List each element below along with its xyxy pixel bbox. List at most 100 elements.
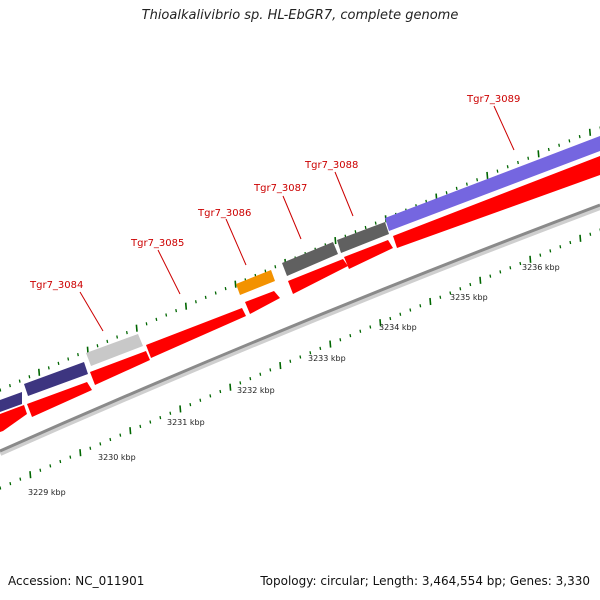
tick-mark [125, 330, 128, 335]
tick-mark [234, 280, 237, 288]
tick-mark [59, 459, 62, 464]
tick-mark [579, 234, 582, 242]
gene-label-leader [157, 249, 181, 295]
tick-mark [184, 302, 188, 310]
upper-tick-marks [0, 126, 600, 392]
scale-labels: 3229 kbp 3230 kbp 3231 kbp 3232 kbp 3233… [28, 263, 560, 497]
tick-mark [537, 150, 540, 158]
tick-mark [549, 249, 552, 253]
tick-mark [28, 375, 31, 379]
tick-mark [319, 346, 322, 351]
tick-mark [109, 437, 112, 442]
lower-tick-marks [0, 228, 600, 490]
tick-mark [509, 266, 512, 270]
tick-mark [165, 313, 168, 317]
accession-text: Accession: NC_011901 [8, 574, 145, 588]
tick-mark [409, 308, 412, 312]
tick-mark [299, 355, 302, 359]
gene-arrow [0, 405, 27, 432]
tick-mark [47, 366, 50, 370]
tick-mark [149, 420, 152, 424]
gene-label: Tgr7_3088 [304, 160, 358, 171]
gene-label-leader [79, 291, 104, 332]
tick-mark [588, 128, 592, 136]
tick-mark [569, 240, 572, 245]
tick-mark [189, 402, 192, 407]
tick-mark [558, 143, 561, 147]
tick-mark [179, 405, 182, 413]
scale-label: 3232 kbp [237, 386, 275, 395]
tick-mark [269, 368, 272, 372]
tick-mark [547, 147, 550, 152]
tick-mark [19, 477, 22, 481]
tick-mark [79, 449, 82, 457]
tick-mark [399, 312, 402, 316]
tick-mark [67, 357, 70, 361]
gene-label: Tgr7_3089 [466, 94, 520, 105]
gene-arrow [344, 240, 393, 269]
scale-label: 3235 kbp [450, 293, 488, 302]
tick-mark [229, 383, 232, 391]
tick-mark [519, 261, 522, 266]
tick-mark [135, 324, 138, 332]
gene-label-leader [282, 195, 302, 240]
tick-mark [289, 359, 292, 363]
tick-mark [77, 352, 79, 357]
gene-label-leader [225, 218, 247, 266]
tick-mark [476, 178, 479, 182]
scale-label: 3230 kbp [98, 453, 136, 462]
scale-label: 3231 kbp [167, 418, 205, 427]
tick-mark [369, 325, 372, 329]
tick-mark [199, 398, 202, 402]
tick-mark [309, 351, 312, 355]
tick-mark [489, 274, 492, 278]
tick-mark [99, 442, 102, 446]
tick-mark [214, 291, 217, 295]
tick-mark [0, 388, 2, 392]
tick-mark [339, 338, 342, 342]
tick-mark [9, 383, 11, 388]
tick-mark [119, 433, 122, 437]
tick-mark [18, 379, 21, 383]
tick-mark [175, 308, 178, 313]
tick-mark [459, 287, 462, 291]
genome-backbone [0, 203, 600, 453]
tick-mark [527, 156, 530, 160]
scale-label: 3234 kbp [379, 323, 417, 332]
tick-mark [465, 182, 468, 186]
gene-arrow [245, 291, 280, 314]
tick-mark [354, 230, 357, 234]
tick-mark [129, 427, 132, 435]
gene-label: Tgr7_3087 [253, 183, 307, 194]
tick-mark [264, 269, 267, 273]
tick-mark [194, 300, 197, 304]
tick-mark [589, 232, 592, 236]
tick-mark [539, 253, 542, 257]
tick-mark [389, 316, 392, 321]
tick-mark [499, 270, 502, 274]
tick-mark [349, 333, 352, 338]
gene-label: Tgr7_3084 [29, 280, 83, 291]
feature-track [0, 136, 600, 412]
gene-arrow [27, 382, 92, 417]
tick-mark [486, 171, 489, 179]
feature-light-gray [86, 334, 143, 366]
tick-mark [445, 191, 448, 195]
tick-mark [559, 245, 562, 249]
tick-mark [439, 295, 442, 299]
map-title: Thioalkalivibrio sp. HL-EbGR7, complete … [141, 8, 459, 23]
tick-mark [49, 464, 52, 468]
tick-mark [204, 295, 207, 300]
tick-mark [29, 471, 32, 479]
tick-mark [334, 237, 337, 245]
feature-dark-gray-a [282, 242, 338, 276]
tick-mark [39, 468, 42, 472]
tick-mark [96, 344, 99, 348]
tick-mark [209, 394, 212, 398]
tick-mark [279, 362, 282, 370]
tick-mark [38, 368, 41, 376]
tick-mark [239, 381, 242, 385]
gene-label: Tgr7_3085 [130, 238, 184, 249]
tick-mark [379, 319, 382, 327]
gene-arrow [288, 259, 348, 294]
